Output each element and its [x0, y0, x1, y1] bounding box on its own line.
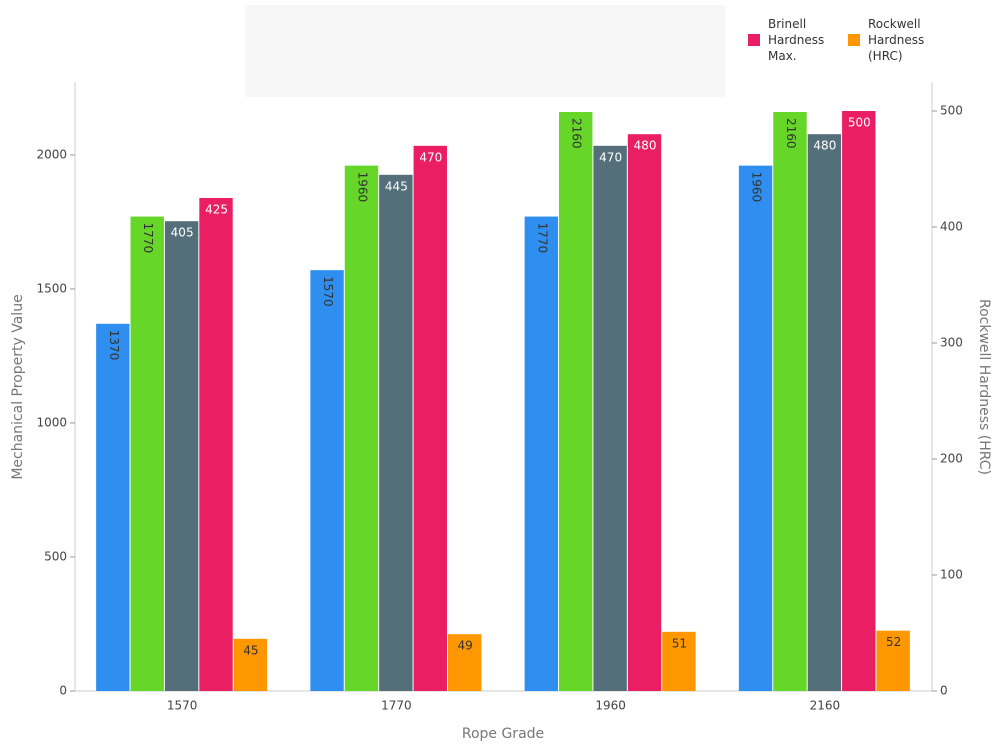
bar	[344, 165, 379, 692]
y2-axis-title: Rockwell Hardness (HRC)	[976, 299, 992, 475]
y2-tick-label: 300	[940, 336, 963, 350]
value-label: 1570	[321, 276, 335, 307]
y-tick-label: 1500	[36, 281, 67, 295]
bar	[842, 111, 876, 691]
bar	[738, 165, 773, 692]
value-label: 470	[599, 150, 622, 164]
bar	[413, 145, 447, 692]
value-label: 52	[886, 635, 901, 649]
y-axis-title: Mechanical Property Value	[10, 294, 26, 479]
value-label: 49	[458, 639, 473, 653]
y-tick-label: 0	[59, 684, 67, 698]
x-tick-label: 1570	[167, 699, 198, 713]
bar	[164, 221, 199, 691]
bar	[559, 112, 593, 692]
bar	[130, 216, 164, 692]
bar	[807, 134, 842, 691]
value-label: 1770	[141, 223, 155, 254]
legend-label: Rockwell Hardness (HRC)	[868, 17, 925, 63]
bar	[524, 216, 559, 692]
x-axis-title: Rope Grade	[462, 726, 544, 742]
value-label: 470	[419, 150, 442, 164]
x-tick-label: 2160	[810, 699, 841, 713]
value-label: 2160	[570, 118, 584, 149]
value-label: 1370	[107, 330, 121, 361]
value-label: 1960	[750, 172, 764, 203]
blurred-area	[245, 5, 725, 97]
bar	[876, 630, 910, 691]
bar	[593, 145, 627, 692]
legend-item: Brinell Hardness Max.	[748, 16, 830, 64]
bar	[773, 112, 807, 692]
y-tick-label: 500	[44, 549, 67, 563]
value-label: 1960	[355, 172, 369, 203]
value-label: 51	[672, 636, 687, 650]
y2-tick-label: 400	[940, 220, 963, 234]
bar	[447, 634, 482, 691]
bar	[310, 270, 344, 691]
value-label: 500	[848, 116, 871, 130]
value-label: 425	[205, 203, 228, 217]
legend-swatch	[748, 34, 760, 46]
value-label: 480	[634, 139, 657, 153]
x-tick-label: 1960	[595, 699, 626, 713]
y2-tick-label: 100	[940, 568, 963, 582]
bar	[233, 638, 268, 691]
legend: Brinell Hardness Max. Rockwell Hardness (…	[748, 16, 930, 64]
y-tick-label: 2000	[36, 147, 67, 161]
bar	[199, 198, 233, 691]
y2-tick-label: 500	[940, 104, 963, 118]
legend-swatch	[848, 34, 860, 46]
y-tick-label: 1000	[36, 415, 67, 429]
value-label: 45	[243, 643, 258, 657]
value-label: 480	[813, 139, 836, 153]
bar	[379, 174, 413, 692]
bar	[627, 134, 662, 691]
y2-tick-label: 0	[940, 684, 948, 698]
value-label: 445	[385, 179, 408, 193]
x-tick-label: 1770	[381, 699, 412, 713]
value-label: 405	[171, 226, 194, 240]
y2-tick-label: 200	[940, 452, 963, 466]
legend-item: Rockwell Hardness (HRC)	[848, 16, 930, 64]
bar	[662, 631, 696, 691]
legend-label: Brinell Hardness Max.	[768, 17, 825, 63]
bar	[96, 323, 130, 691]
value-label: 1770	[535, 223, 549, 254]
value-label: 2160	[784, 118, 798, 149]
